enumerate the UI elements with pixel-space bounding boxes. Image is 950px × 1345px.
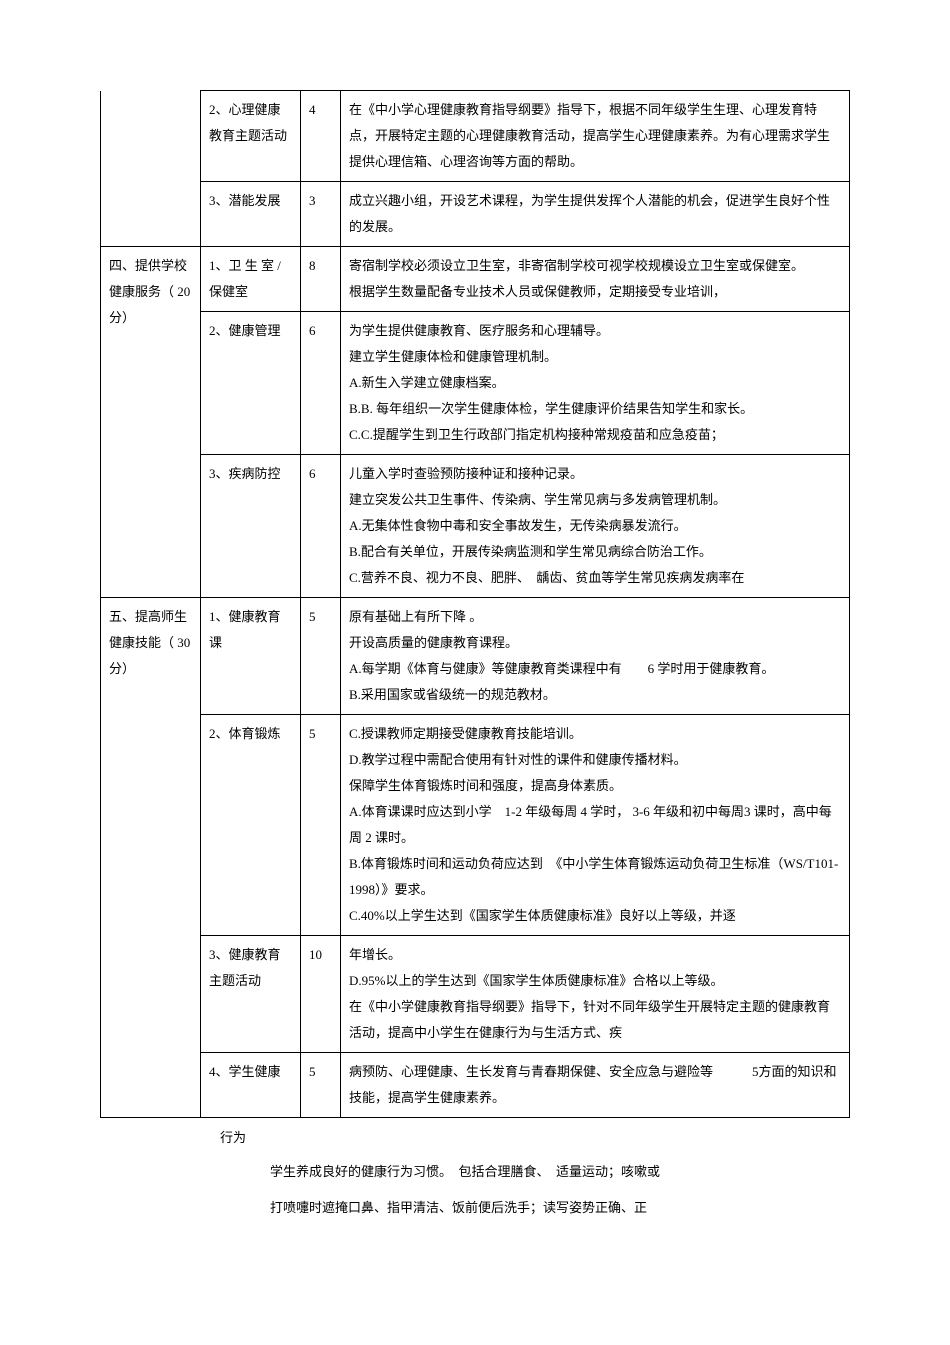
score-cell: 5: [301, 715, 341, 936]
score-cell: 6: [301, 312, 341, 455]
footnote-label: 行为: [100, 1126, 850, 1149]
item-cell: 1、健康教育课: [201, 598, 301, 715]
description-cell: 成立兴趣小组，开设艺术课程，为学生提供发挥个人潜能的机会，促进学生良好个性的发展…: [341, 182, 850, 247]
score-cell: 4: [301, 91, 341, 182]
item-cell: 2、健康管理: [201, 312, 301, 455]
category-cell: [101, 91, 201, 247]
table-row: 五、提高师生健康技能（ 30分）1、健康教育课5原有基础上有所下降 。开设高质量…: [101, 598, 850, 715]
score-cell: 3: [301, 182, 341, 247]
table-row: 3、健康教育主题活动10年增长。D.95%以上的学生达到《国家学生体质健康标准》…: [101, 936, 850, 1053]
table-row: 2、健康管理6为学生提供健康教育、医疗服务和心理辅导。建立学生健康体检和健康管理…: [101, 312, 850, 455]
description-cell: 年增长。D.95%以上的学生达到《国家学生体质健康标准》合格以上等级。在《中小学…: [341, 936, 850, 1053]
item-cell: 2、心理健康教育主题活动: [201, 91, 301, 182]
item-cell: 2、体育锻炼: [201, 715, 301, 936]
score-cell: 8: [301, 247, 341, 312]
item-cell: 3、疾病防控: [201, 455, 301, 598]
description-cell: 在《中小学心理健康教育指导纲要》指导下，根据不同年级学生生理、心理发育特点，开展…: [341, 91, 850, 182]
score-cell: 6: [301, 455, 341, 598]
health-standards-table: 2、心理健康教育主题活动4在《中小学心理健康教育指导纲要》指导下，根据不同年级学…: [100, 90, 850, 1118]
item-cell: 4、学生健康: [201, 1053, 301, 1118]
item-cell: 3、健康教育主题活动: [201, 936, 301, 1053]
score-cell: 5: [301, 598, 341, 715]
footnote-text-2: 打喷嚏时遮掩口鼻、指甲清洁、饭前便后洗手；读写姿势正确、正: [100, 1195, 850, 1221]
table-row: 3、潜能发展3成立兴趣小组，开设艺术课程，为学生提供发挥个人潜能的机会，促进学生…: [101, 182, 850, 247]
footnote-text-1: 学生养成良好的健康行为习惯。 包括合理膳食、 适量运动；咳嗽或: [100, 1159, 850, 1185]
description-cell: 儿童入学时查验预防接种证和接种记录。建立突发公共卫生事件、传染病、学生常见病与多…: [341, 455, 850, 598]
table-row: 2、体育锻炼5C.授课教师定期接受健康教育技能培训。D.教学过程中需配合使用有针…: [101, 715, 850, 936]
table-row: 2、心理健康教育主题活动4在《中小学心理健康教育指导纲要》指导下，根据不同年级学…: [101, 91, 850, 182]
category-cell: 四、提供学校健康服务（ 20分）: [101, 247, 201, 598]
description-cell: C.授课教师定期接受健康教育技能培训。D.教学过程中需配合使用有针对性的课件和健…: [341, 715, 850, 936]
table-row: 3、疾病防控6儿童入学时查验预防接种证和接种记录。建立突发公共卫生事件、传染病、…: [101, 455, 850, 598]
item-cell: 1、卫 生 室 / 保健室: [201, 247, 301, 312]
description-cell: 寄宿制学校必须设立卫生室，非寄宿制学校可视学校规模设立卫生室或保健室。根据学生数…: [341, 247, 850, 312]
item-cell: 3、潜能发展: [201, 182, 301, 247]
score-cell: 5: [301, 1053, 341, 1118]
category-cell: 五、提高师生健康技能（ 30分）: [101, 598, 201, 1118]
description-cell: 原有基础上有所下降 。开设高质量的健康教育课程。A.每学期《体育与健康》等健康教…: [341, 598, 850, 715]
table-row: 四、提供学校健康服务（ 20分）1、卫 生 室 / 保健室8寄宿制学校必须设立卫…: [101, 247, 850, 312]
description-cell: 为学生提供健康教育、医疗服务和心理辅导。建立学生健康体检和健康管理机制。A.新生…: [341, 312, 850, 455]
table-row: 4、学生健康5病预防、心理健康、生长发育与青春期保健、安全应急与避险等 5方面的…: [101, 1053, 850, 1118]
score-cell: 10: [301, 936, 341, 1053]
description-cell: 病预防、心理健康、生长发育与青春期保健、安全应急与避险等 5方面的知识和技能，提…: [341, 1053, 850, 1118]
